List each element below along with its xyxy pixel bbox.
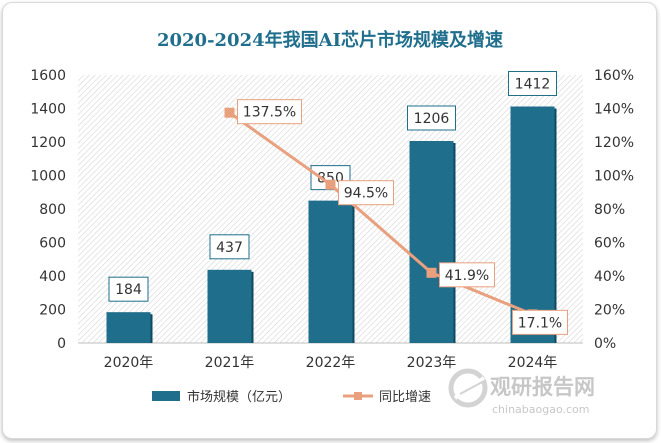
growth-line xyxy=(228,111,534,316)
bar-shadow xyxy=(453,142,456,343)
left-axis: 0 200 400 600 800 1000 1200 1400 1600 xyxy=(30,68,66,352)
right-tick-label: 120% xyxy=(594,135,634,151)
left-tick-label: 400 xyxy=(39,269,66,285)
bar xyxy=(207,269,252,343)
growth-label-box xyxy=(439,262,495,288)
chart-title: 2020-2024年我国AI芯片市场规模及增速 xyxy=(157,29,503,51)
bar xyxy=(106,312,151,343)
growth-label-box xyxy=(237,99,302,125)
right-tick-label: 60% xyxy=(594,236,625,252)
left-tick-label: 1000 xyxy=(30,169,66,185)
right-tick-label: 40% xyxy=(594,269,625,285)
left-tick-label: 0 xyxy=(57,336,66,352)
x-axis: 2020年 2021年 2022年 2023年 2024年 xyxy=(104,355,558,371)
left-tick-label: 800 xyxy=(39,202,66,218)
legend-swatch-bar xyxy=(152,391,180,401)
right-axis: 0% 20% 40% 60% 80% 100% 120% 140% 160% xyxy=(594,68,634,352)
bar-data-label: 1412 xyxy=(515,76,551,92)
bar-label-box xyxy=(108,276,149,302)
bar-shadow xyxy=(150,314,153,343)
bar xyxy=(308,200,353,343)
bar-shadow xyxy=(251,271,254,343)
right-tick-label: 100% xyxy=(594,169,634,185)
bar xyxy=(409,140,454,343)
growth-marker xyxy=(224,107,235,118)
growth-line-series: 137.5% 94.5% 41.9% 17.1% xyxy=(224,99,568,335)
x-tick-label: 2020年 xyxy=(104,355,154,371)
bar-series: 184 437 850 1206 1412 xyxy=(106,70,557,344)
right-tick-label: 0% xyxy=(594,336,616,352)
growth-marker xyxy=(325,179,336,190)
left-tick-label: 1200 xyxy=(30,135,66,151)
watermark-logo-icon xyxy=(448,368,488,408)
bar-data-label: 184 xyxy=(115,282,142,298)
growth-data-label: 94.5% xyxy=(344,186,388,202)
x-tick-label: 2022年 xyxy=(306,355,356,371)
bar-label-box xyxy=(407,105,456,131)
x-tick-label: 2023年 xyxy=(407,355,457,371)
legend: 市场规模（亿元） 同比增速 xyxy=(152,389,431,405)
left-tick-label: 600 xyxy=(39,236,66,252)
right-tick-label: 20% xyxy=(594,303,625,319)
bar-shadow xyxy=(352,202,355,343)
growth-data-label: 41.9% xyxy=(445,268,489,284)
growth-data-label: 137.5% xyxy=(243,105,296,121)
x-tick-label: 2021年 xyxy=(205,355,255,371)
watermark: 观研报告网 chinabaogao.com xyxy=(448,368,595,416)
left-tick-label: 200 xyxy=(39,303,66,319)
x-tick-label: 2024年 xyxy=(508,355,558,371)
bar-data-label: 437 xyxy=(216,240,243,256)
legend-label-line: 同比增速 xyxy=(379,390,431,405)
left-tick-label: 1600 xyxy=(30,68,66,84)
growth-label-box xyxy=(338,180,394,206)
watermark-brand: 观研报告网 xyxy=(490,375,595,399)
bar-shadow xyxy=(554,108,557,344)
growth-data-label: 17.1% xyxy=(518,315,562,331)
right-tick-label: 140% xyxy=(594,102,634,118)
right-tick-label: 80% xyxy=(594,202,625,218)
legend-label-bar: 市场规模（亿元） xyxy=(187,389,291,405)
bar-label-box xyxy=(508,70,557,96)
growth-marker xyxy=(426,267,437,278)
right-tick-label: 160% xyxy=(594,68,634,84)
watermark-url: chinabaogao.com xyxy=(492,403,590,416)
bar xyxy=(510,106,555,344)
left-tick-label: 1400 xyxy=(30,102,66,118)
bar-data-label: 850 xyxy=(317,171,344,187)
legend-swatch-marker xyxy=(354,392,362,400)
bar-data-label: 1206 xyxy=(414,111,450,127)
bar-label-box xyxy=(209,234,250,260)
growth-label-box xyxy=(512,309,568,335)
